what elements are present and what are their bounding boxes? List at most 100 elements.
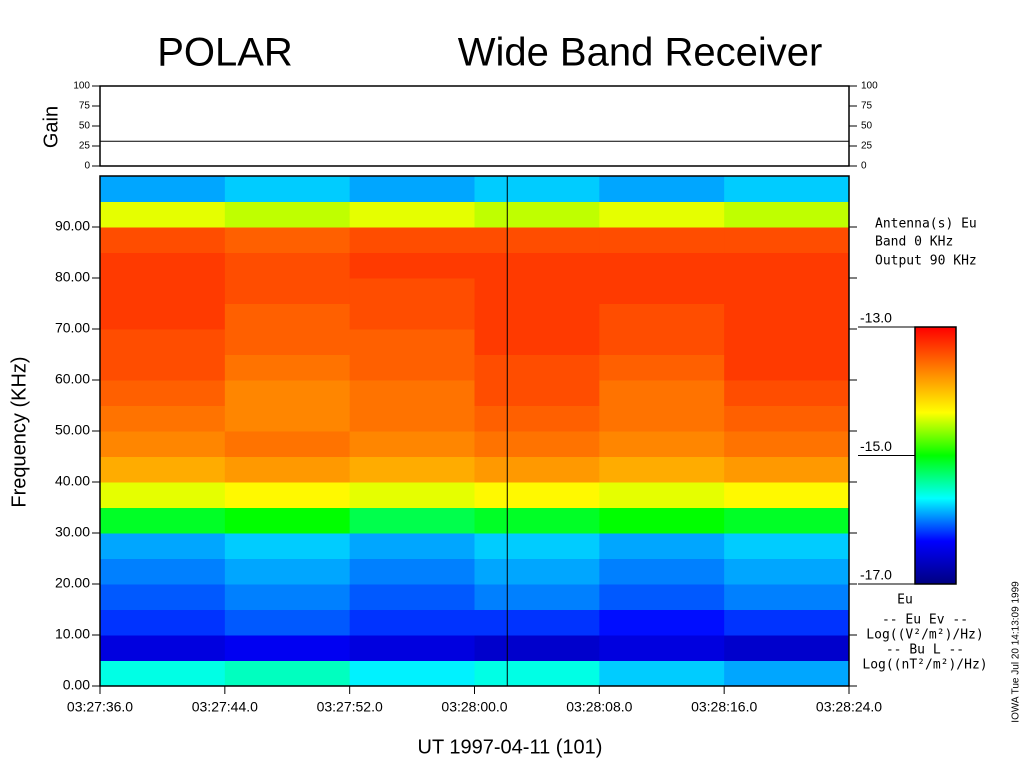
legend-line: -- Bu L -- (886, 643, 964, 658)
x-tick-label: 03:27:52.0 (317, 699, 383, 715)
heatmap-cell (224, 609, 351, 636)
heatmap-cell (349, 227, 475, 253)
heatmap-cell (100, 201, 226, 228)
y-tick-label: 80.00 (55, 269, 90, 285)
y-tick-label: 40.00 (55, 473, 90, 489)
heatmap-cell (100, 533, 226, 559)
heatmap-cell (724, 507, 850, 534)
heatmap-cell (599, 278, 725, 304)
heatmap-cell (599, 354, 725, 381)
heatmap-cell (724, 380, 850, 406)
heatmap-cell (599, 660, 725, 687)
colorbar-tick-label: -15.0 (860, 438, 892, 454)
heatmap-cell (224, 533, 351, 559)
heatmap-cell (474, 329, 600, 355)
legend-line: Log((V²/m²)/Hz) (866, 628, 983, 643)
heatmap-cell (100, 405, 226, 432)
heatmap-cell (100, 584, 226, 610)
heatmap-cell (599, 176, 725, 202)
x-tick-label: 03:28:16.0 (691, 699, 757, 715)
heatmap-cell (100, 609, 226, 636)
x-tick-label: 03:28:08.0 (566, 699, 632, 715)
heatmap-cell (474, 431, 600, 457)
heatmap-cell (599, 329, 725, 355)
heatmap-cell (599, 635, 725, 661)
heatmap-cell (224, 482, 351, 508)
heatmap-cell (724, 354, 850, 381)
heatmap-cell (724, 584, 850, 610)
heatmap-cell (224, 303, 351, 330)
heatmap-cell (349, 584, 475, 610)
gain-tick-label: 0 (84, 161, 90, 172)
heatmap-cell (349, 507, 475, 534)
heatmap-cell (349, 558, 475, 585)
heatmap-cell (599, 482, 725, 508)
y-tick-label: 30.00 (55, 524, 90, 540)
x-tick-label: 03:27:36.0 (67, 699, 133, 715)
heatmap-cell (349, 456, 475, 483)
heatmap-cell (474, 303, 600, 330)
heatmap-cell (599, 201, 725, 228)
heatmap-cell (474, 533, 600, 559)
y-tick-label: 70.00 (55, 320, 90, 336)
heatmap-cell (474, 176, 600, 202)
heatmap-cell (724, 303, 850, 330)
heatmap-cell (724, 176, 850, 202)
heatmap-cell (724, 278, 850, 304)
heatmap-cell (599, 405, 725, 432)
y-tick-label: 20.00 (55, 575, 90, 591)
heatmap-cell (724, 405, 850, 432)
heatmap-cell (599, 558, 725, 585)
heatmap-cell (100, 252, 226, 279)
legend-line: -- Eu Ev -- (882, 613, 968, 628)
heatmap-cell (100, 507, 226, 534)
legend-line: Log((nT²/m²)/Hz) (862, 658, 987, 673)
gain-frame (99, 85, 850, 167)
heatmap-cell (224, 252, 351, 279)
heatmap-cell (474, 278, 600, 304)
heatmap-cell (224, 431, 351, 457)
gain-tick-label: 50 (79, 121, 91, 132)
x-tick-label: 03:28:00.0 (441, 699, 507, 715)
heatmap-cell (349, 431, 475, 457)
gain-tick-label: 75 (79, 101, 91, 112)
heatmap-cell (224, 227, 351, 253)
heatmap-cell (224, 584, 351, 610)
heatmap-cell (349, 533, 475, 559)
heatmap-cell (349, 660, 475, 687)
heatmap-cell (474, 482, 600, 508)
heatmap-cell (100, 380, 226, 406)
heatmap-cell (224, 329, 351, 355)
heatmap-cell (599, 533, 725, 559)
heatmap-cell (224, 660, 351, 687)
gain-tick-label: 100 (73, 81, 90, 92)
gain-tick-label-right: 25 (861, 141, 873, 152)
heatmap-cell (474, 405, 600, 432)
x-axis-label: UT 1997-04-11 (101) (418, 736, 603, 758)
heatmap-cell (349, 405, 475, 432)
heatmap-cell (224, 456, 351, 483)
heatmap-cell (100, 176, 226, 202)
heatmap-cell (599, 431, 725, 457)
heatmap-cell (100, 354, 226, 381)
heatmap-cell (224, 507, 351, 534)
heatmap-cell (474, 380, 600, 406)
gain-tick-label-right: 50 (861, 121, 873, 132)
heatmap-cell (224, 278, 351, 304)
annotation: Output 90 KHz (875, 254, 977, 269)
heatmap-cell (349, 609, 475, 636)
x-tick-label: 03:28:24.0 (816, 699, 882, 715)
heatmap-cell (474, 507, 600, 534)
annotation: Antenna(s) Eu (875, 217, 977, 232)
heatmap-cell (599, 507, 725, 534)
colorbar (914, 326, 957, 585)
heatmap-cell (724, 227, 850, 253)
heatmap-cell (100, 431, 226, 457)
footer: IOWA Tue Jul 20 14:13:09 1999 (1011, 581, 1022, 723)
heatmap-cell (100, 558, 226, 585)
heatmap-cell (100, 227, 226, 253)
heatmap-cell (349, 201, 475, 228)
heatmap-cell (474, 609, 600, 636)
heatmap-cell (224, 176, 351, 202)
